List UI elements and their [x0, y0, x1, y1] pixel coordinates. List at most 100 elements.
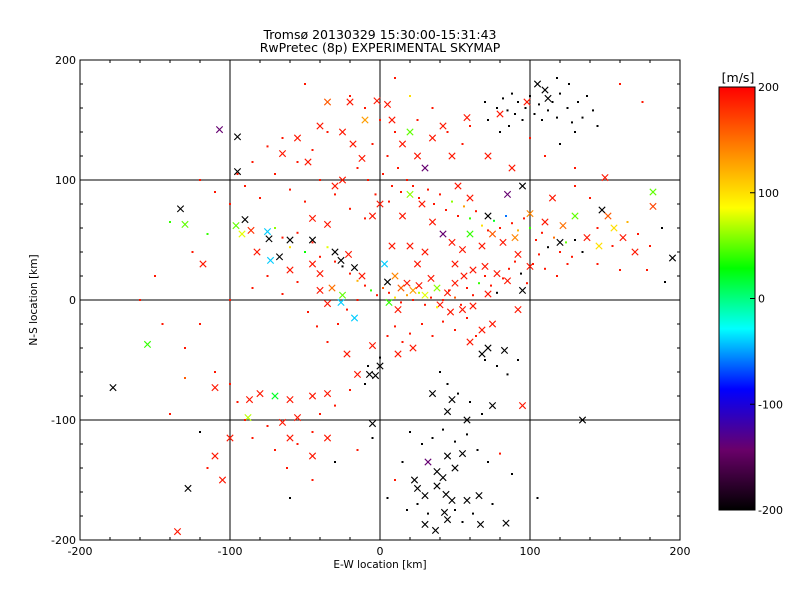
data-point-cross [610, 224, 618, 232]
data-point-cross [109, 384, 117, 392]
data-point-cross [476, 520, 485, 528]
data-point-cross [323, 220, 332, 228]
data-point-cross [488, 230, 497, 238]
data-point-cross [478, 350, 486, 358]
data-point-dot [184, 347, 186, 349]
colorbar-tick-label: 200 [758, 81, 779, 94]
data-point-dot [364, 284, 366, 287]
data-point-cross [442, 490, 450, 498]
data-point-dot [431, 437, 434, 439]
data-point-cross [526, 210, 534, 218]
data-point-cross [556, 238, 564, 246]
data-point-dot [289, 246, 291, 249]
data-point-dot [376, 294, 378, 297]
data-point-cross [595, 242, 603, 250]
data-point-cross [376, 362, 384, 370]
data-point-dot [544, 155, 546, 157]
data-point-cross [668, 254, 677, 262]
data-point-dot [457, 215, 459, 217]
data-point-dot [337, 323, 339, 325]
data-point-dot [394, 296, 396, 299]
data-point-cross [451, 464, 459, 472]
data-point-cross [406, 190, 414, 198]
data-point-dot [514, 260, 516, 263]
data-point-cross [433, 284, 441, 292]
data-point-cross [458, 306, 467, 314]
data-point-cross [211, 384, 219, 392]
data-point-dot [574, 239, 576, 241]
data-point-cross [331, 182, 339, 190]
data-point-dot [466, 317, 468, 319]
data-point-dot [596, 125, 599, 127]
data-point-cross [439, 122, 447, 130]
data-point-dot [346, 308, 348, 311]
data-point-dot [356, 449, 359, 451]
chart-subtitle: RwPretec (8p) EXPERIMENTAL SKYMAP [260, 40, 501, 55]
data-point-cross [533, 80, 542, 88]
colorbar-ticks: 200 100 0 -100 -200 [750, 81, 783, 517]
data-point-cross [431, 526, 440, 534]
data-point-dot [356, 299, 359, 301]
data-point-cross [433, 482, 441, 490]
data-point-dot [418, 197, 420, 199]
data-point-dot [547, 246, 549, 249]
data-point-cross [353, 370, 362, 378]
data-point-dot [244, 185, 246, 187]
data-point-dot [289, 497, 291, 499]
data-point-dot [274, 173, 276, 175]
data-point-cross [559, 222, 567, 230]
data-point-dot [493, 219, 495, 222]
data-point-dot [533, 113, 536, 115]
data-point-dot [469, 217, 471, 220]
colorbar-label: [m/s] [722, 70, 755, 85]
data-point-dot [349, 389, 351, 391]
data-point-cross [463, 416, 471, 424]
data-point-dot [236, 401, 239, 403]
data-point-dot [424, 303, 426, 306]
data-point-dot [406, 179, 408, 181]
data-point-cross [481, 262, 489, 270]
data-point-dot [538, 103, 540, 106]
data-point-dot [311, 479, 314, 481]
data-point-cross [278, 418, 287, 426]
data-markers [109, 77, 677, 536]
data-point-cross [361, 116, 369, 124]
data-point-dot [341, 265, 344, 268]
data-point-cross [484, 152, 492, 160]
data-point-cross [421, 164, 429, 172]
data-point-cross [365, 370, 374, 378]
data-point-cross [478, 242, 486, 250]
data-point-cross [649, 188, 657, 196]
data-point-dot [427, 188, 429, 191]
data-point-dot [541, 231, 543, 234]
data-point-cross [544, 94, 552, 102]
data-point-dot [454, 509, 456, 511]
data-point-cross [337, 256, 345, 264]
data-point-dot [334, 404, 336, 407]
data-point-dot [439, 193, 441, 196]
data-point-dot [523, 217, 525, 220]
data-point-cross [293, 134, 302, 142]
data-point-dot [214, 371, 216, 373]
data-point-cross [443, 516, 452, 524]
data-point-cross [502, 519, 510, 527]
data-point-cross [385, 298, 393, 306]
data-point-dot [556, 116, 558, 119]
colorbar-tick-label: -200 [758, 504, 783, 517]
data-point-dot [326, 246, 329, 249]
data-point-dot [349, 207, 351, 210]
data-point-cross [421, 248, 429, 256]
x-tick-label: -100 [218, 545, 243, 558]
data-point-cross [406, 128, 414, 136]
data-point-dot [169, 413, 171, 415]
data-point-dot [251, 287, 254, 289]
data-point-cross [304, 158, 312, 166]
data-point-dot [289, 188, 291, 191]
data-point-cross [448, 152, 456, 160]
data-point-cross [440, 508, 449, 516]
data-point-dot [637, 233, 639, 235]
data-point-dot [409, 332, 411, 335]
data-point-dot [566, 263, 569, 265]
data-point-cross [469, 266, 477, 274]
data-point-cross [316, 122, 324, 130]
